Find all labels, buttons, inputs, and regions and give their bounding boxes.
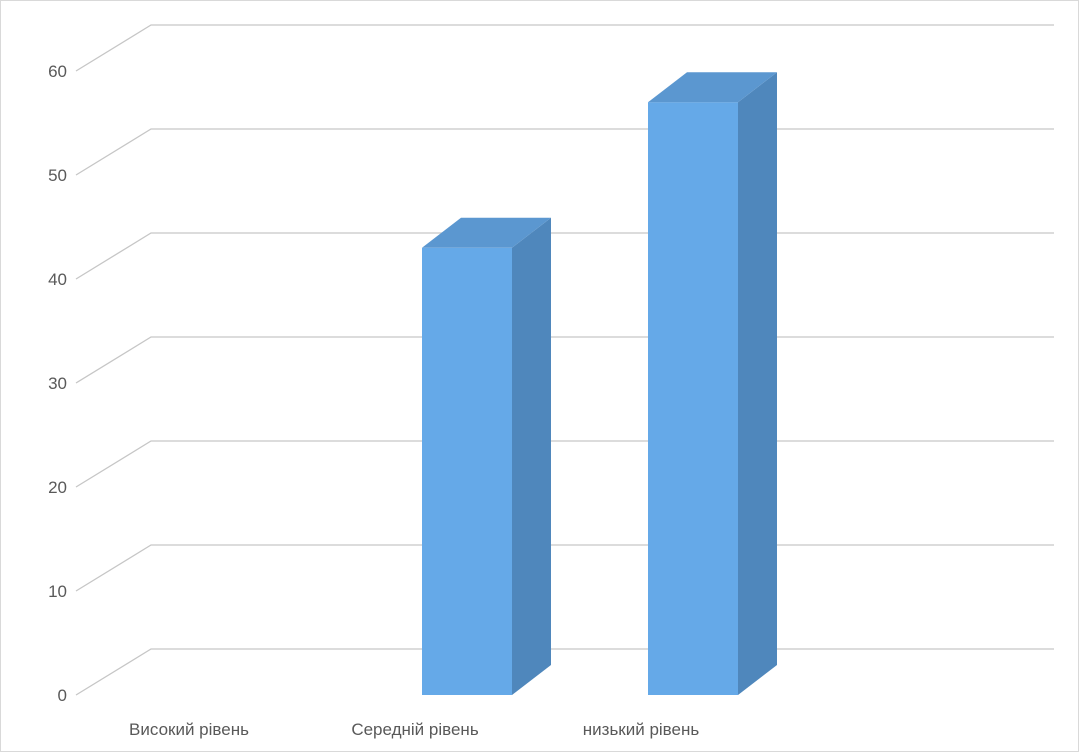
bars xyxy=(422,72,777,696)
gridline-60 xyxy=(75,24,1054,72)
bar-3 xyxy=(648,72,777,695)
x-category-label: низький рівень xyxy=(583,720,700,739)
x-category-label: Високий рівень xyxy=(129,720,249,739)
y-tick-label: 60 xyxy=(48,62,67,81)
gridline-10 xyxy=(75,544,1054,592)
gridline-50 xyxy=(75,128,1054,176)
y-axis-ticks: 0 10 20 30 40 50 60 xyxy=(48,62,67,705)
gridline-40 xyxy=(75,232,1054,280)
x-axis-categories: Високий рівень Середній рівень низький рів… xyxy=(129,720,699,739)
y-tick-label: 30 xyxy=(48,374,67,393)
gridline-30 xyxy=(75,336,1054,384)
y-tick-label: 0 xyxy=(58,686,67,705)
bar-2 xyxy=(422,217,551,696)
gridline-20 xyxy=(75,440,1054,488)
gridline-0 xyxy=(75,648,1054,696)
y-tick-label: 50 xyxy=(48,166,67,185)
y-tick-label: 20 xyxy=(48,478,67,497)
y-tick-label: 10 xyxy=(48,582,67,601)
x-category-label: Середній рівень xyxy=(351,720,478,739)
gridlines xyxy=(75,24,1054,696)
y-tick-label: 40 xyxy=(48,270,67,289)
